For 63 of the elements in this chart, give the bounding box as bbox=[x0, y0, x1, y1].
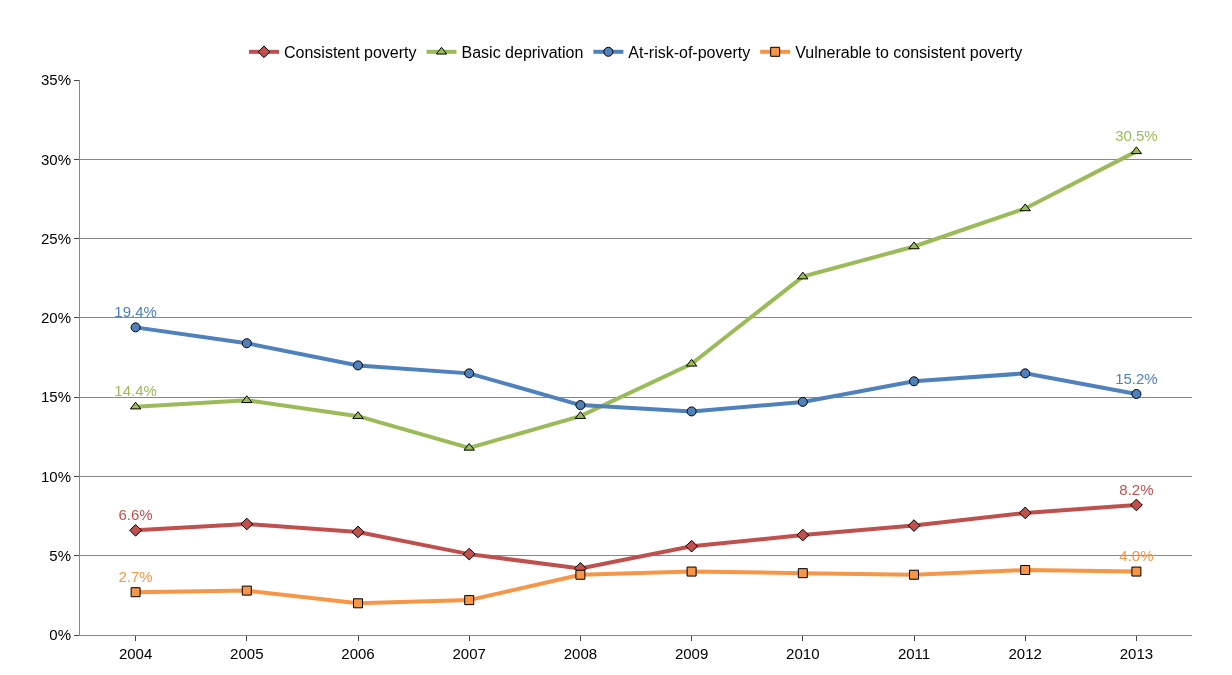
point bbox=[797, 396, 808, 407]
point bbox=[241, 585, 252, 596]
point bbox=[797, 568, 808, 579]
data-label: 8.2% bbox=[1119, 480, 1154, 498]
y-tick-label: 5% bbox=[49, 546, 71, 564]
y-tick-label: 15% bbox=[40, 388, 71, 406]
data-label: 30.5% bbox=[1115, 126, 1158, 144]
point bbox=[909, 376, 919, 387]
point bbox=[796, 528, 810, 542]
point bbox=[575, 400, 586, 411]
x-tick-label: 2010 bbox=[786, 645, 820, 662]
legend-label: Basic deprivation bbox=[461, 44, 584, 62]
x-tick-label: 2005 bbox=[230, 645, 264, 662]
data-label: 15.2% bbox=[1115, 369, 1158, 387]
point bbox=[351, 525, 365, 539]
point bbox=[908, 241, 920, 250]
x-tick-label: 2006 bbox=[341, 645, 375, 662]
y-tick-label: 10% bbox=[40, 467, 71, 485]
point bbox=[462, 547, 476, 561]
point bbox=[1018, 506, 1032, 520]
legend-label: Consistent poverty bbox=[284, 44, 417, 62]
x-tick-label: 2012 bbox=[1008, 645, 1042, 662]
y-tick-label: 0% bbox=[49, 626, 71, 644]
y-tick-label: 30% bbox=[40, 150, 71, 168]
point bbox=[575, 569, 586, 580]
point bbox=[463, 442, 475, 451]
point bbox=[130, 587, 141, 598]
point bbox=[686, 406, 697, 417]
point bbox=[686, 566, 697, 577]
legend-label: At-risk-of-poverty bbox=[628, 44, 751, 62]
y-tick-label: 35% bbox=[40, 71, 71, 89]
point bbox=[797, 271, 809, 280]
x-tick-label: 2009 bbox=[674, 645, 709, 662]
point bbox=[1131, 388, 1142, 399]
x-tick-label: 2013 bbox=[1119, 645, 1154, 662]
point bbox=[1131, 566, 1142, 577]
x-tick-label: 2007 bbox=[452, 645, 486, 662]
y-tick-label: 25% bbox=[40, 229, 71, 247]
point bbox=[685, 539, 698, 553]
data-label: 2.7% bbox=[118, 567, 153, 585]
x-tick-label: 2008 bbox=[563, 645, 598, 662]
x-tick-label: 2004 bbox=[118, 645, 153, 662]
point bbox=[353, 598, 363, 609]
x-tick-label: 2011 bbox=[897, 645, 931, 662]
point bbox=[129, 523, 142, 537]
data-label: 6.6% bbox=[118, 505, 153, 523]
data-label: 14.4% bbox=[114, 382, 157, 400]
point bbox=[1130, 498, 1143, 512]
point bbox=[907, 519, 921, 532]
y-tick-label: 20% bbox=[40, 309, 71, 327]
point bbox=[240, 517, 254, 531]
data-label: 19.4% bbox=[114, 302, 157, 320]
point bbox=[1020, 368, 1031, 379]
point bbox=[241, 395, 253, 404]
point bbox=[464, 595, 475, 606]
point bbox=[1019, 203, 1031, 212]
legend-label: Vulnerable to consistent poverty bbox=[795, 44, 1023, 62]
point bbox=[130, 322, 141, 333]
point bbox=[464, 368, 475, 379]
point bbox=[1020, 564, 1031, 575]
point bbox=[909, 569, 919, 580]
point bbox=[353, 360, 363, 371]
point bbox=[241, 338, 252, 349]
